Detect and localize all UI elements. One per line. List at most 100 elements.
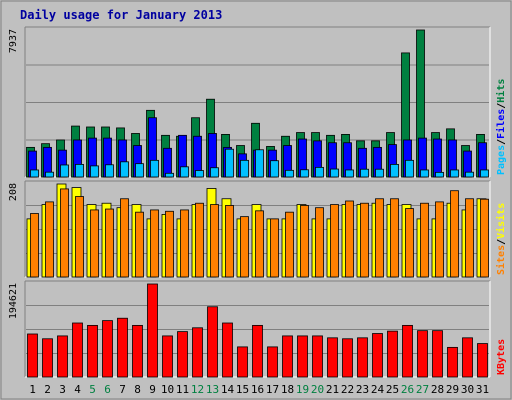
legend-entry: / [496,239,507,245]
sites-bar [450,190,459,278]
pages-bar [75,164,84,178]
x-tick-label: 9 [149,383,156,396]
kbytes-bar [387,330,398,378]
legend-entry: Hits [495,79,507,103]
legend-entry: Pages [496,145,507,175]
kbytes-bar [417,330,428,378]
kbytes-bar [447,346,458,378]
files-bar [433,138,442,178]
kbytes-bar [147,283,158,378]
x-tick-label: 17 [266,383,279,396]
pages-bar [150,159,159,178]
kbytes-bar [432,330,443,378]
y-max-label: 208 [8,183,19,201]
x-tick-label: 16 [251,383,264,396]
legend-entry: Files [495,109,507,139]
legend-entry: / [496,103,507,109]
panel-legend: Pages/Files/Hits [495,79,507,175]
sites-bar [240,216,249,278]
pages-bar [390,164,399,178]
sites-bar [105,208,114,278]
sites-bar [45,201,54,278]
kbytes-bar [312,335,323,378]
x-tick-label: 19 [296,383,309,396]
x-tick-label: 3 [59,383,66,396]
x-tick-label: 11 [176,383,189,396]
sites-bar [30,213,39,278]
panel-bars [26,29,489,178]
kbytes-bar [462,337,473,378]
legend-entry: / [496,139,507,145]
sites-bar [150,209,159,278]
sites-bar [345,200,354,278]
x-tick-label: 21 [326,383,339,396]
panel-legend: Sites/Visits [495,203,507,275]
x-tick-label: 13 [206,383,219,396]
files-bar [163,147,172,178]
pages-bar [180,166,189,178]
x-tick-label: 12 [191,383,204,396]
pages-bar [465,171,474,178]
panel-kbytes: 194621 KBytes [8,280,507,378]
sites-bar [210,204,219,278]
sites-bar [480,198,489,278]
x-tick-label: 28 [431,383,444,396]
x-tick-label: 5 [89,383,96,396]
x-tick-label: 18 [281,383,294,396]
kbytes-bar [192,327,203,378]
y-max-label: 7937 [8,29,19,53]
sites-bar [360,202,369,278]
sites-bar [420,202,429,278]
pages-bar [285,169,294,178]
sites-bar [300,205,309,278]
pages-bar [420,169,429,178]
x-tick-label: 29 [446,383,459,396]
pages-bar [120,161,129,178]
x-tick-label: 22 [341,383,354,396]
pages-bar [45,171,54,178]
sites-bar [330,204,339,278]
pages-bar [165,172,174,178]
kbytes-bar [162,335,173,378]
sites-bar [285,211,294,278]
legend-entry: Visits [495,203,507,239]
kbytes-bar [252,324,263,378]
kbytes-bar [87,324,98,378]
pages-bar [255,149,264,178]
pages-bar [360,168,369,178]
sites-bar [165,210,174,278]
pages-bar [210,167,219,178]
pages-bar [300,169,309,178]
kbytes-bar [267,346,278,378]
kbytes-bar [117,317,128,378]
sites-bar [270,218,279,278]
x-tick-label: 23 [356,383,369,396]
kbytes-bar [297,335,308,378]
x-tick-label: 31 [476,383,489,396]
pages-bar [90,165,99,178]
kbytes-bar [222,322,233,378]
kbytes-bar [282,335,293,378]
sites-bar [315,207,324,278]
kbytes-bar [72,322,83,378]
y-max-label: 194621 [8,283,19,319]
panel-bars [27,283,488,378]
sites-bar [90,209,99,278]
kbytes-bar [327,337,338,378]
sites-bar [465,198,474,278]
x-tick-label: 24 [371,383,385,396]
sites-bar [120,198,129,278]
x-tick-label: 8 [134,383,141,396]
kbytes-bar [237,346,248,378]
sites-bar [390,198,399,278]
pages-bar [450,169,459,178]
pages-bar [435,171,444,178]
legend-entry: KBytes [496,339,507,375]
chart-title: Daily usage for January 2013 [20,8,222,22]
sites-bar [135,211,144,278]
pages-bar [480,169,489,178]
pages-bar [225,148,234,178]
panel-bars [26,183,489,278]
